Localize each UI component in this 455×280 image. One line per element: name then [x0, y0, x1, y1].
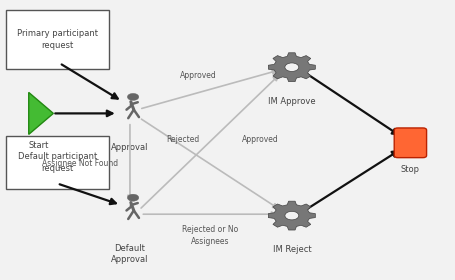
Polygon shape — [268, 53, 315, 82]
Circle shape — [284, 63, 298, 71]
FancyBboxPatch shape — [6, 136, 108, 189]
Text: IM Approve: IM Approve — [268, 97, 315, 106]
Text: Approved: Approved — [241, 136, 278, 144]
Circle shape — [127, 94, 138, 101]
Polygon shape — [29, 92, 53, 134]
Text: Assignee Not Found: Assignee Not Found — [42, 159, 117, 168]
Text: Default participant
request: Default participant request — [18, 152, 96, 173]
Polygon shape — [268, 201, 315, 230]
Text: Approved: Approved — [180, 71, 216, 80]
Text: Default
Approval: Default Approval — [111, 244, 148, 264]
Text: Primary participant
request: Primary participant request — [17, 29, 97, 50]
Text: Approval: Approval — [111, 143, 148, 152]
Circle shape — [284, 211, 298, 220]
Text: Rejected or No
Assignees: Rejected or No Assignees — [181, 225, 238, 246]
Circle shape — [127, 194, 138, 201]
Text: Rejected: Rejected — [166, 136, 199, 144]
Text: Start: Start — [29, 141, 49, 150]
Text: Stop: Stop — [400, 165, 419, 174]
FancyBboxPatch shape — [393, 128, 426, 158]
FancyBboxPatch shape — [6, 10, 108, 69]
Text: IM Reject: IM Reject — [272, 245, 310, 254]
